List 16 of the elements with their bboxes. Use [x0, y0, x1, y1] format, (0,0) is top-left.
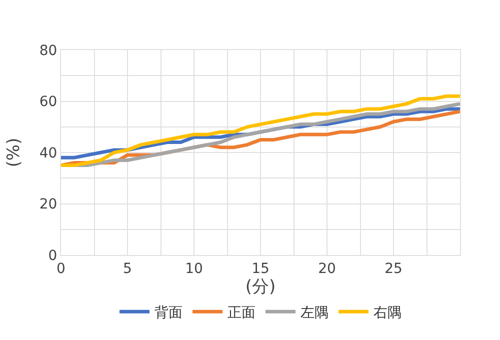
legend-label: 背面	[154, 305, 182, 322]
y-tick-label: 60	[39, 94, 58, 110]
legend-label: 正面	[228, 305, 256, 322]
legend-label: 右隅	[374, 305, 402, 322]
y-tick-label: 80	[39, 42, 58, 59]
y-tick-label: 20	[39, 196, 58, 213]
x-tick-label: 10	[185, 260, 203, 277]
x-tick-label: 5	[123, 260, 132, 277]
x-tick-label: 20	[318, 260, 336, 277]
x-tick-label: 15	[252, 260, 270, 277]
y-tick-label: 0	[48, 248, 58, 264]
y-tick-label: 40	[39, 145, 58, 162]
x-axis-title: (分)	[245, 276, 276, 297]
y-axis-title: (%)	[4, 138, 24, 168]
x-tick-label: 25	[384, 260, 402, 277]
legend-label: 左隅	[300, 305, 328, 322]
